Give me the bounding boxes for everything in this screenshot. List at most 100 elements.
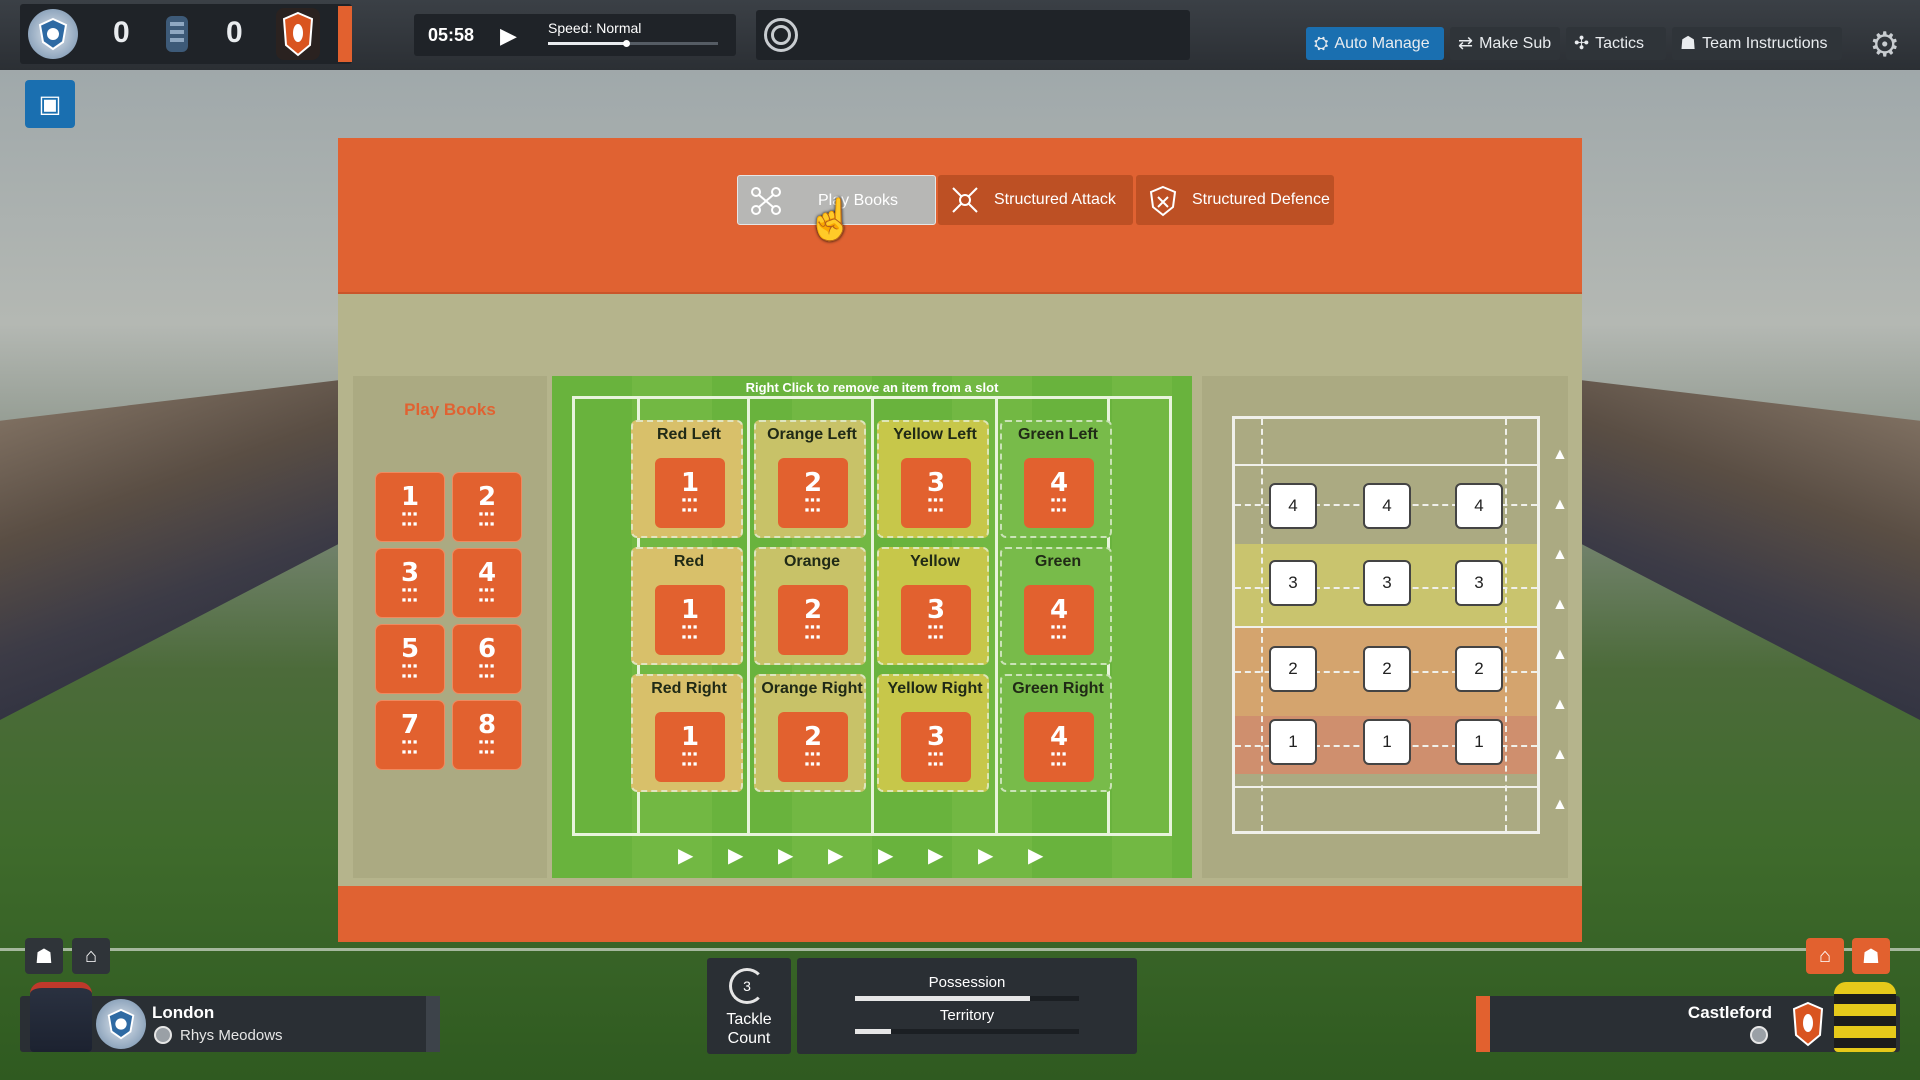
play-icon[interactable]: ▶ [500,23,517,48]
formation-slot[interactable]: 4 [1455,483,1503,529]
playbook-tile-3[interactable]: 3 ▪▪▪ ▪▪▪ [375,548,445,618]
target-icon[interactable] [764,18,798,52]
play-arrow-icon[interactable]: ▶ [678,845,694,867]
move-up-icon[interactable]: ▲ [1552,696,1568,713]
move-up-icon[interactable]: ▲ [1552,646,1568,663]
formation-slot[interactable]: 3 [1269,560,1317,606]
formation-dots-icon: ▪▪▪ ▪▪▪ [681,746,699,771]
zone-playbook-tile[interactable]: 3 ▪▪▪ ▪▪▪ [901,458,971,528]
gear-icon[interactable]: ⚙ [1869,26,1900,64]
top-bar: 0 0 05:58 ▶ Speed: Normal ⛭ Auto Manage … [0,0,1920,70]
play-arrow-icon[interactable]: ▶ [978,845,994,867]
zone-tile-number: 3 [926,722,946,752]
zone-tile-number: 4 [1049,468,1069,498]
formation-slot[interactable]: 2 [1455,646,1503,692]
swap-icon: ⇄ [1458,33,1474,53]
zone-playbook-tile[interactable]: 1 ▪▪▪ ▪▪▪ [655,585,725,655]
move-up-icon[interactable]: ▲ [1552,746,1568,763]
zone-playbook-tile[interactable]: 4 ▪▪▪ ▪▪▪ [1024,712,1094,782]
formation-slot[interactable]: 1 [1455,719,1503,765]
zone-slot-yellow[interactable]: Yellow 3 ▪▪▪ ▪▪▪ [877,547,989,665]
away-team-panel: Castleford [1476,982,1900,1052]
home-player-radio[interactable] [154,1026,172,1044]
tab-structured-attack[interactable]: Structured Attack [938,175,1133,225]
zone-slot-yellow-left[interactable]: Yellow Left 3 ▪▪▪ ▪▪▪ [877,420,989,538]
match-clock-panel: 05:58 ▶ Speed: Normal [414,14,736,56]
zone-slot-green-right[interactable]: Green Right 4 ▪▪▪ ▪▪▪ [1000,674,1112,792]
away-team-lineup-button[interactable]: ☗ [1852,938,1890,974]
zone-playbook-tile[interactable]: 4 ▪▪▪ ▪▪▪ [1024,458,1094,528]
field-line [747,396,750,836]
zone-slot-orange-left[interactable]: Orange Left 2 ▪▪▪ ▪▪▪ [754,420,866,538]
formation-slot[interactable]: 1 [1269,719,1317,765]
diagram-line [1235,626,1537,628]
camera-button[interactable]: ▣ [25,80,75,128]
attack-icon [950,185,980,222]
away-player-radio[interactable] [1750,1026,1768,1044]
zone-slot-green-left[interactable]: Green Left 4 ▪▪▪ ▪▪▪ [1000,420,1112,538]
formation-slot[interactable]: 4 [1363,483,1411,529]
move-up-icon[interactable]: ▲ [1552,796,1568,813]
move-up-icon[interactable]: ▲ [1552,546,1568,563]
playbook-tile-4[interactable]: 4 ▪▪▪ ▪▪▪ [452,548,522,618]
playbook-tile-8[interactable]: 8 ▪▪▪ ▪▪▪ [452,700,522,770]
zone-slot-yellow-right[interactable]: Yellow Right 3 ▪▪▪ ▪▪▪ [877,674,989,792]
zone-playbook-tile[interactable]: 2 ▪▪▪ ▪▪▪ [778,585,848,655]
zone-slot-green[interactable]: Green 4 ▪▪▪ ▪▪▪ [1000,547,1112,665]
move-up-icon[interactable]: ▲ [1552,596,1568,613]
tab-play-books-label: Play Books [818,192,899,209]
play-arrow-icon[interactable]: ▶ [828,845,844,867]
playbook-tile-number: 4 [477,558,497,588]
zone-playbook-tile[interactable]: 1 ▪▪▪ ▪▪▪ [655,712,725,782]
move-up-icon[interactable]: ▲ [1552,446,1568,463]
playbook-tile-2[interactable]: 2 ▪▪▪ ▪▪▪ [452,472,522,542]
zone-playbook-tile[interactable]: 3 ▪▪▪ ▪▪▪ [901,712,971,782]
stadium-button[interactable]: ⌂ [72,938,110,974]
play-arrow-icon[interactable]: ▶ [778,845,794,867]
tab-structured-defence[interactable]: Structured Defence [1136,175,1334,225]
formation-slot[interactable]: 2 [1269,646,1317,692]
playbook-tile-6[interactable]: 6 ▪▪▪ ▪▪▪ [452,624,522,694]
play-arrow-icon[interactable]: ▶ [1028,845,1044,867]
home-team-crest-icon [96,999,146,1049]
make-sub-button[interactable]: ⇄ Make Sub [1450,27,1560,60]
tab-play-books[interactable]: Play Books [737,175,936,225]
formation-dots-icon: ▪▪▪ ▪▪▪ [478,506,496,531]
away-crest-icon [276,8,320,60]
zone-tile-number: 3 [926,468,946,498]
speed-slider-knob[interactable] [623,40,631,47]
playbook-tile-7[interactable]: 7 ▪▪▪ ▪▪▪ [375,700,445,770]
formation-dots-icon: ▪▪▪ ▪▪▪ [401,734,419,759]
formation-slot[interactable]: 3 [1455,560,1503,606]
play-arrow-icon[interactable]: ▶ [728,845,744,867]
zone-slot-red[interactable]: Red 1 ▪▪▪ ▪▪▪ [631,547,743,665]
zone-tile-number: 3 [926,595,946,625]
formation-slot[interactable]: 1 [1363,719,1411,765]
zone-playbook-tile[interactable]: 4 ▪▪▪ ▪▪▪ [1024,585,1094,655]
play-arrow-icon[interactable]: ▶ [878,845,894,867]
auto-manage-button[interactable]: ⛭ Auto Manage [1306,27,1444,60]
play-arrow-icon[interactable]: ▶ [928,845,944,867]
playbook-tile-1[interactable]: 1 ▪▪▪ ▪▪▪ [375,472,445,542]
formation-slot[interactable]: 3 [1363,560,1411,606]
formation-slot[interactable]: 4 [1269,483,1317,529]
formation-dots-icon: ▪▪▪ ▪▪▪ [804,746,822,771]
zone-slot-orange-right[interactable]: Orange Right 2 ▪▪▪ ▪▪▪ [754,674,866,792]
home-crest-icon [28,9,78,59]
playbook-tile-5[interactable]: 5 ▪▪▪ ▪▪▪ [375,624,445,694]
team-instructions-button[interactable]: ☗ Team Instructions [1672,27,1842,60]
formation-slot[interactable]: 2 [1363,646,1411,692]
tactics-button[interactable]: ✣ Tactics [1566,27,1666,60]
tackle-label-line1: Tackle [726,1011,772,1028]
zone-slot-red-right[interactable]: Red Right 1 ▪▪▪ ▪▪▪ [631,674,743,792]
zone-slot-red-left[interactable]: Red Left 1 ▪▪▪ ▪▪▪ [631,420,743,538]
speed-slider[interactable] [548,40,718,47]
zone-playbook-tile[interactable]: 2 ▪▪▪ ▪▪▪ [778,712,848,782]
move-up-icon[interactable]: ▲ [1552,496,1568,513]
zone-slot-orange[interactable]: Orange 2 ▪▪▪ ▪▪▪ [754,547,866,665]
away-stadium-button[interactable]: ⌂ [1806,938,1844,974]
zone-playbook-tile[interactable]: 2 ▪▪▪ ▪▪▪ [778,458,848,528]
zone-playbook-tile[interactable]: 3 ▪▪▪ ▪▪▪ [901,585,971,655]
team-lineup-button[interactable]: ☗ [25,938,63,974]
zone-playbook-tile[interactable]: 1 ▪▪▪ ▪▪▪ [655,458,725,528]
